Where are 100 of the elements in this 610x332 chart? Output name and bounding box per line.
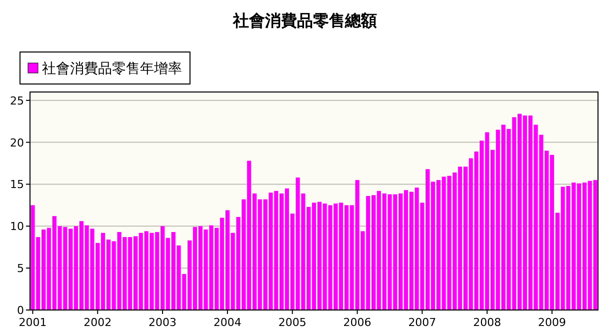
bar <box>220 218 224 310</box>
bar <box>176 245 181 310</box>
bar <box>117 232 122 310</box>
y-tick-label: 10 <box>10 220 24 234</box>
bar <box>268 192 273 310</box>
y-tick-label: 20 <box>10 136 24 150</box>
bar <box>501 124 506 310</box>
bar <box>138 232 143 310</box>
bar <box>198 226 202 310</box>
bar <box>36 237 40 310</box>
x-tick-label: 2008 <box>473 316 502 329</box>
bar <box>430 182 436 310</box>
bar <box>382 193 386 310</box>
bar <box>230 232 235 310</box>
bar <box>468 158 473 310</box>
bar <box>550 154 554 310</box>
bar <box>204 230 208 310</box>
bar <box>339 202 344 310</box>
bar <box>528 115 532 310</box>
bar <box>350 205 354 310</box>
x-tick-label: 2003 <box>148 316 177 329</box>
bar <box>436 180 440 310</box>
bar <box>355 180 360 310</box>
bar <box>74 226 78 310</box>
bar <box>225 210 230 310</box>
bar <box>572 182 576 310</box>
bar <box>485 132 490 310</box>
legend: 社會消費品零售年增率 <box>20 52 190 84</box>
bar <box>376 190 381 310</box>
x-tick-label: 2005 <box>278 316 306 329</box>
bar <box>274 190 278 310</box>
bar <box>344 205 348 310</box>
bar <box>452 172 457 310</box>
bar <box>41 230 46 310</box>
bar <box>566 186 570 310</box>
bar <box>398 193 403 310</box>
bar <box>46 228 51 310</box>
bar <box>480 140 484 310</box>
y-tick-label: 0 <box>17 304 24 317</box>
bar <box>360 231 365 310</box>
x-tick-label: 2004 <box>213 316 242 329</box>
bar <box>322 204 327 310</box>
bar <box>588 180 592 310</box>
bar <box>463 166 468 310</box>
bar <box>296 178 300 310</box>
bar <box>371 195 376 310</box>
bar <box>458 166 462 310</box>
bar <box>426 169 430 310</box>
bar <box>496 130 500 310</box>
bar <box>518 114 522 310</box>
bar <box>555 212 560 310</box>
bar <box>236 216 240 310</box>
bar <box>474 152 478 310</box>
chart-title: 社會消費品零售總額 <box>232 11 377 30</box>
bar <box>393 194 398 310</box>
bar <box>63 226 68 310</box>
bar <box>328 205 332 310</box>
bar <box>312 202 316 310</box>
bar <box>414 188 419 310</box>
x-tick-label: 2006 <box>343 316 372 329</box>
y-tick-label: 15 <box>10 178 24 192</box>
bar <box>160 226 165 310</box>
y-tick-label: 25 <box>10 94 24 108</box>
bar <box>317 202 322 310</box>
bar <box>447 176 452 310</box>
bar <box>544 150 549 310</box>
bar <box>593 180 598 310</box>
bar <box>539 134 544 310</box>
bar <box>144 231 148 310</box>
bar <box>133 236 138 310</box>
bar <box>155 232 160 310</box>
bar <box>252 193 257 310</box>
bar <box>182 274 186 310</box>
bar <box>30 205 35 310</box>
bar <box>242 199 246 310</box>
bar <box>404 190 408 310</box>
bar <box>150 232 154 310</box>
bar <box>122 237 127 310</box>
bar <box>301 193 306 310</box>
bar <box>128 237 132 310</box>
x-tick-label: 2002 <box>84 316 112 329</box>
bar <box>442 176 446 310</box>
bar <box>247 160 252 310</box>
bar <box>290 214 294 310</box>
bar <box>388 194 392 310</box>
bar <box>188 240 192 310</box>
bar <box>420 202 424 310</box>
bar <box>166 238 170 310</box>
bar <box>409 192 414 310</box>
x-tick-label: 2009 <box>538 316 566 329</box>
bar <box>214 228 219 310</box>
x-tick-label: 2007 <box>408 316 436 329</box>
bar <box>101 232 106 310</box>
bar <box>280 193 284 310</box>
bar <box>334 204 338 310</box>
bar <box>366 196 370 310</box>
bar <box>106 240 110 310</box>
bar <box>522 115 527 310</box>
x-tick-label: 2001 <box>18 316 47 329</box>
bar <box>490 150 495 310</box>
